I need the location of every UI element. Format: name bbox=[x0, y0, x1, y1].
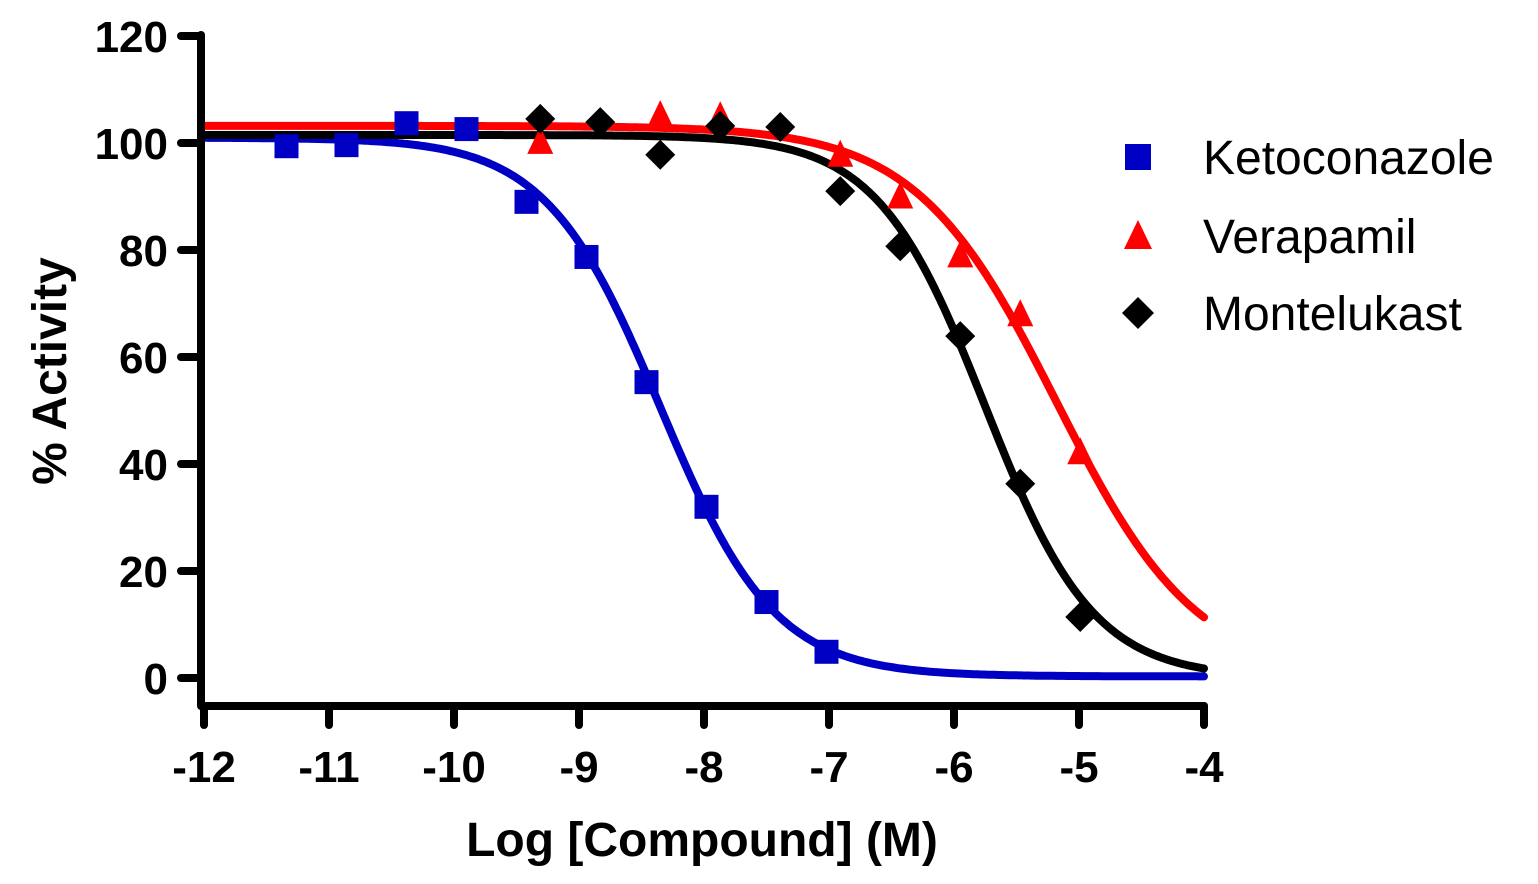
data-point-montelukast bbox=[525, 103, 556, 134]
legend-label: Ketoconazole bbox=[1203, 132, 1494, 185]
x-tick-label: -4 bbox=[1184, 743, 1224, 792]
x-axis: -12 -11 -10 -9 -8 -7 -6 -5 -4 bbox=[172, 702, 1224, 792]
fit-curves bbox=[200, 121, 1208, 681]
x-tick-label: -6 bbox=[934, 743, 973, 792]
legend-item-verapamil: Verapamil bbox=[1124, 211, 1416, 264]
data-point-montelukast bbox=[645, 139, 676, 170]
data-point-ketoconazole bbox=[454, 117, 479, 142]
data-point-montelukast bbox=[885, 231, 916, 262]
legend: Ketoconazole Verapamil Montelukast bbox=[1122, 132, 1494, 341]
data-points bbox=[274, 100, 1096, 664]
legend-marker-square-icon bbox=[1125, 144, 1151, 170]
data-point-ketoconazole bbox=[634, 370, 659, 395]
y-tick-label: 80 bbox=[119, 227, 168, 276]
data-point-ketoconazole bbox=[394, 111, 419, 136]
data-point-ketoconazole bbox=[574, 244, 599, 269]
data-point-verapamil bbox=[1007, 299, 1034, 327]
y-axis-title: % Activity bbox=[24, 257, 77, 485]
fit-curve-montelukast bbox=[200, 131, 1208, 673]
legend-item-ketoconazole: Ketoconazole bbox=[1125, 132, 1494, 185]
y-tick-label: 0 bbox=[144, 655, 168, 704]
legend-item-montelukast: Montelukast bbox=[1122, 288, 1462, 341]
fit-curve-ketoconazole bbox=[200, 133, 1208, 681]
data-point-verapamil bbox=[1067, 437, 1094, 465]
y-tick-label: 20 bbox=[119, 548, 168, 597]
data-point-ketoconazole bbox=[754, 590, 779, 615]
data-point-montelukast bbox=[945, 321, 976, 352]
x-tick-label: -9 bbox=[559, 743, 598, 792]
data-point-montelukast bbox=[765, 111, 796, 142]
data-point-montelukast bbox=[705, 110, 736, 141]
data-point-ketoconazole bbox=[694, 494, 719, 519]
x-tick-label: -12 bbox=[172, 743, 236, 792]
data-point-verapamil bbox=[947, 240, 974, 268]
y-tick-label: 100 bbox=[95, 120, 168, 169]
data-point-montelukast bbox=[1005, 468, 1036, 499]
data-point-verapamil bbox=[527, 126, 554, 154]
x-tick-label: -7 bbox=[809, 743, 848, 792]
legend-marker-diamond-icon bbox=[1122, 297, 1154, 329]
data-point-montelukast bbox=[825, 176, 856, 207]
y-tick-label: 40 bbox=[119, 441, 168, 490]
data-point-verapamil bbox=[647, 100, 674, 128]
data-point-verapamil bbox=[827, 139, 854, 167]
x-tick-label: -10 bbox=[422, 743, 486, 792]
y-axis: 0 20 40 60 80 100 120 bbox=[95, 13, 205, 710]
legend-label: Montelukast bbox=[1203, 288, 1462, 341]
x-axis-title: Log [Compound] (M) bbox=[466, 814, 938, 867]
fit-curve-verapamil bbox=[200, 121, 1208, 622]
data-point-montelukast bbox=[1065, 602, 1096, 633]
data-point-verapamil bbox=[887, 181, 914, 209]
data-point-montelukast bbox=[585, 107, 616, 138]
y-tick-label: 120 bbox=[95, 13, 168, 62]
y-tick-label: 60 bbox=[119, 334, 168, 383]
legend-label: Verapamil bbox=[1203, 211, 1416, 264]
data-point-ketoconazole bbox=[814, 639, 839, 664]
data-point-ketoconazole bbox=[274, 134, 299, 159]
x-tick-label: -11 bbox=[298, 743, 359, 792]
data-point-ketoconazole bbox=[334, 133, 359, 158]
x-tick-label: -5 bbox=[1059, 743, 1098, 792]
data-point-ketoconazole bbox=[514, 189, 539, 214]
legend-marker-triangle-icon bbox=[1124, 220, 1152, 249]
x-tick-label: -8 bbox=[684, 743, 723, 792]
